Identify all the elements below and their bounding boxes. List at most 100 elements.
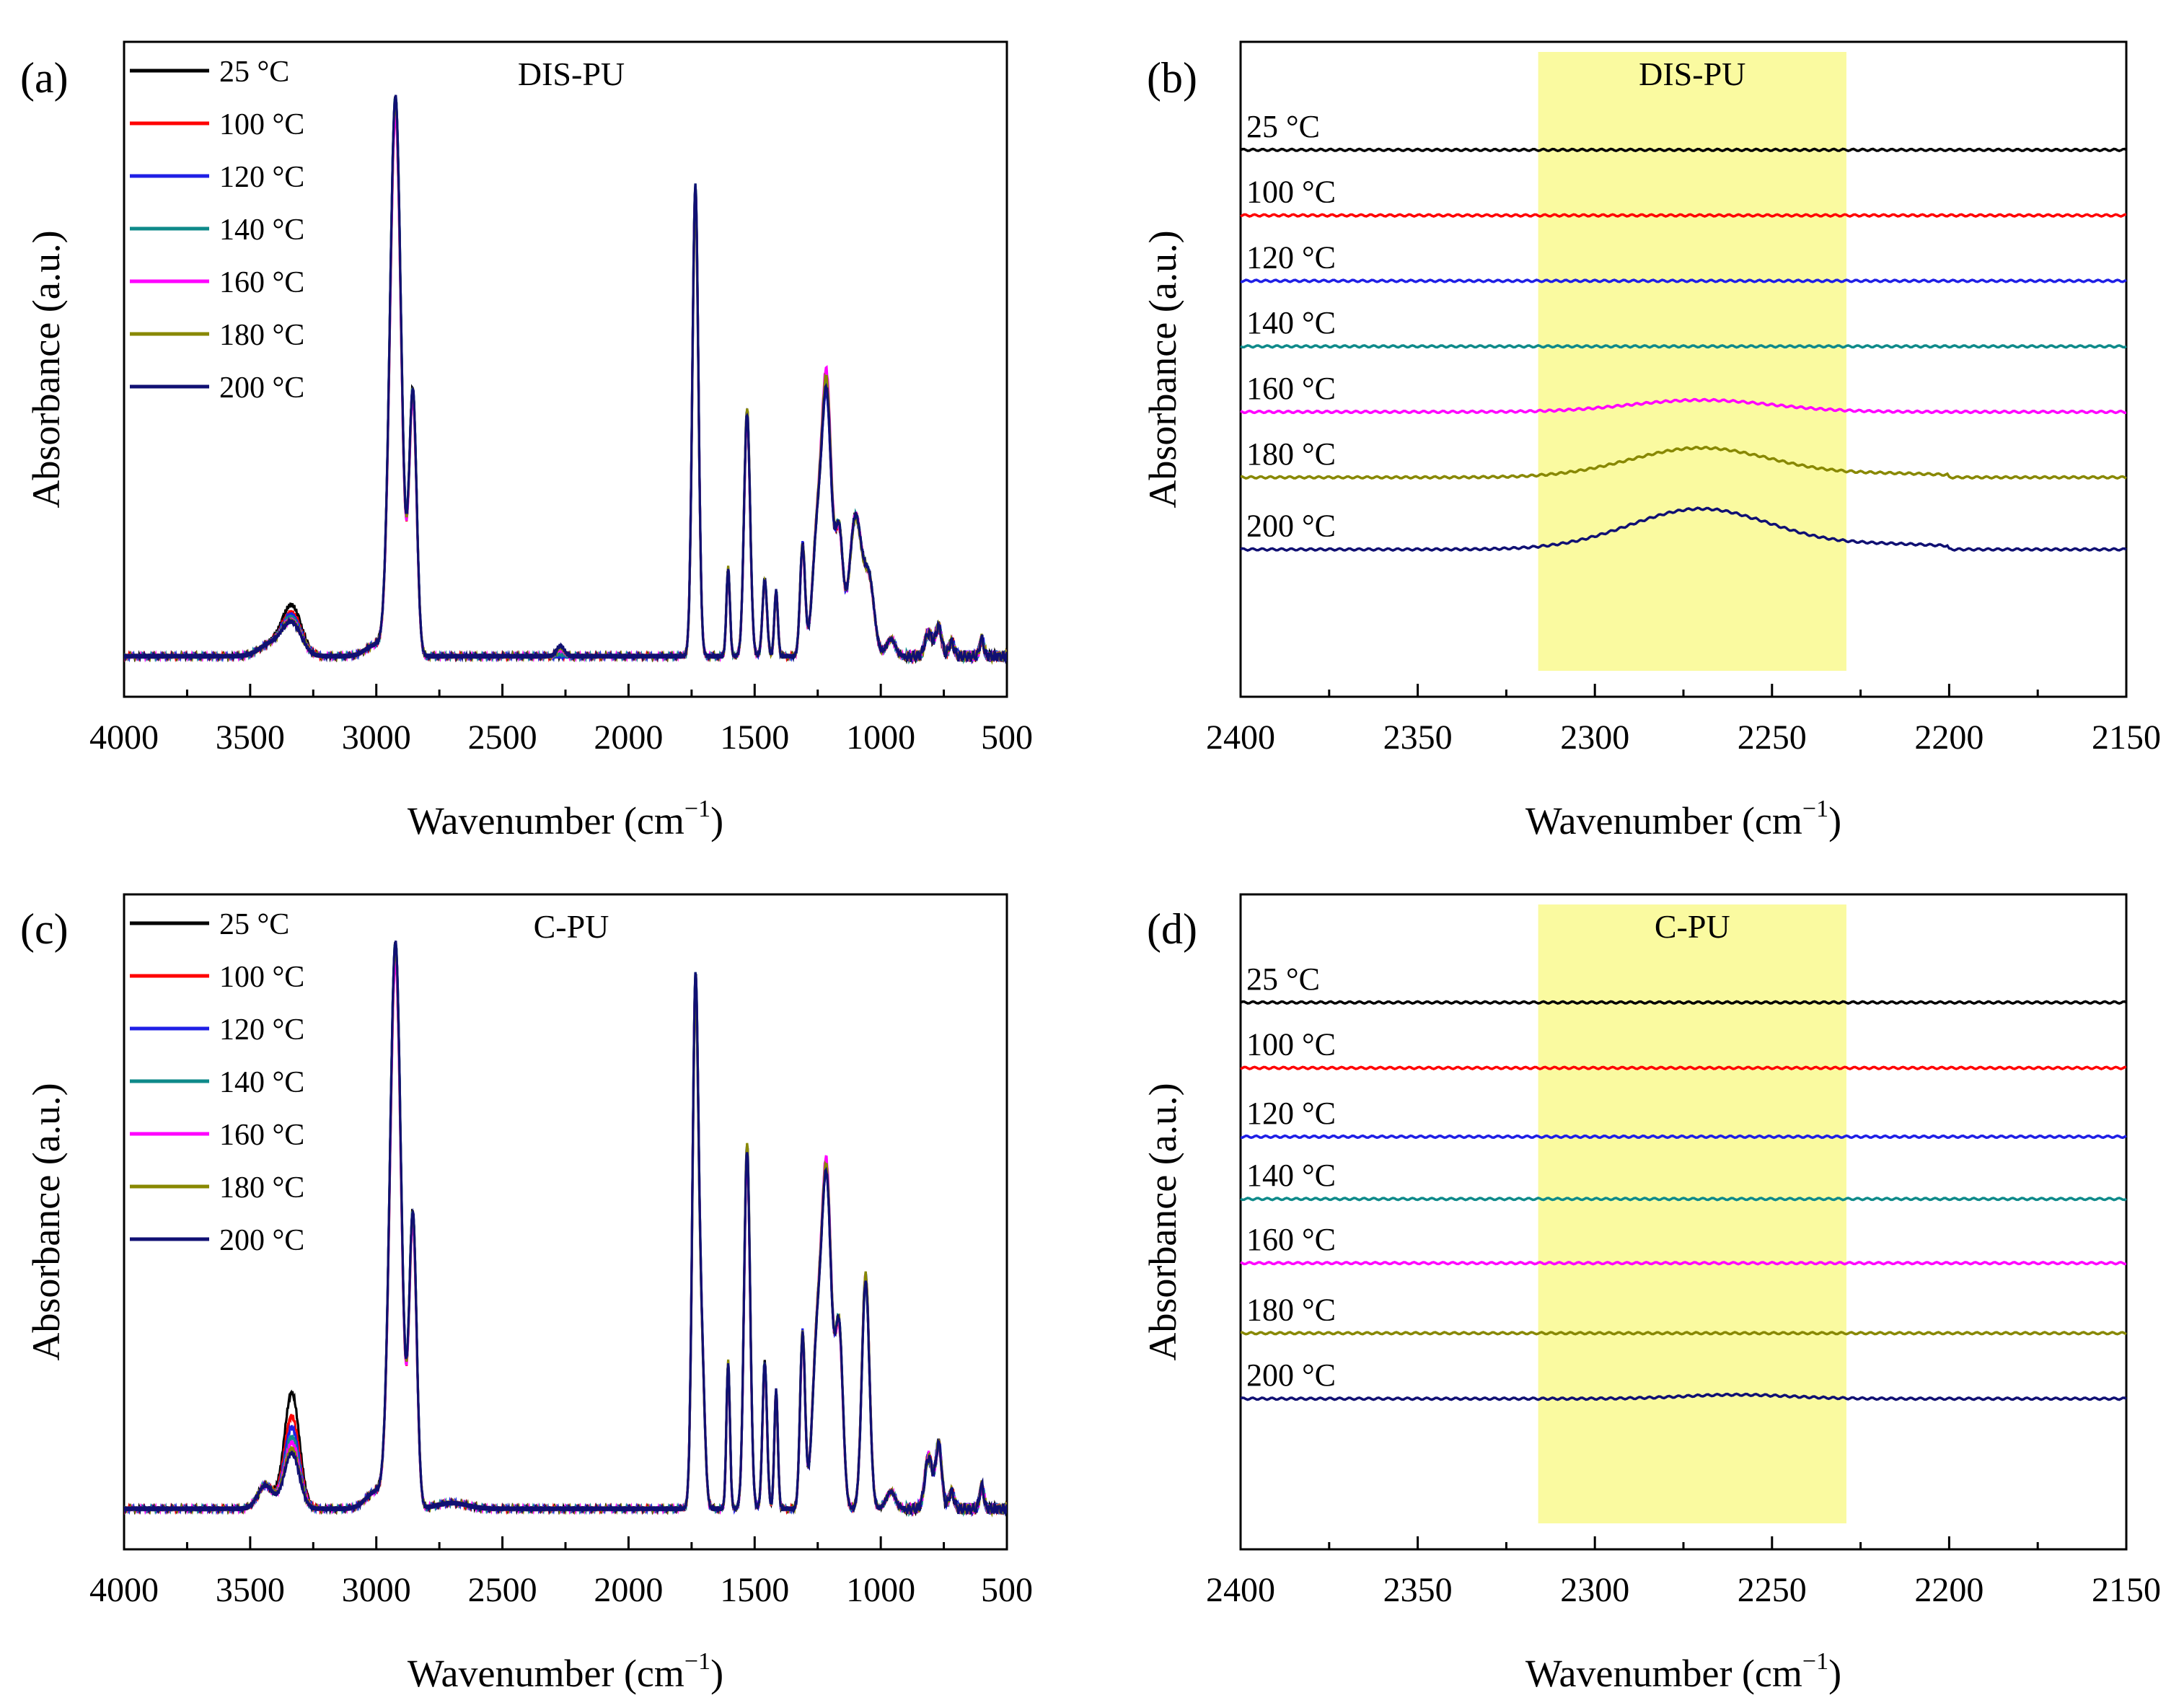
legend-label: 200 °C: [219, 1224, 304, 1257]
legend-label: 160 °C: [219, 1119, 304, 1152]
legend-label: 120 °C: [219, 1013, 304, 1047]
series-label-100c: 100 °C: [1246, 175, 1336, 210]
x-tick-label: 2000: [594, 718, 663, 757]
x-tick-label: 2400: [1206, 1571, 1275, 1609]
legend: 25 °C 100 °C 120 °C 140 °C 160 °C 180 °C 200 °…: [130, 56, 304, 405]
x-tick-label: 4000: [89, 1571, 159, 1609]
x-tick-label: 2000: [594, 1571, 663, 1609]
series-label-120c: 120 °C: [1246, 239, 1336, 275]
x-tick-label: 2500: [468, 1571, 537, 1609]
x-axis-title-close: ): [1828, 1652, 1841, 1695]
panel-label: (a): [20, 54, 69, 102]
highlight-band: [1538, 904, 1846, 1523]
series-label-25c: 25 °C: [1246, 961, 1320, 997]
panel-c: 4000 3500 3000 2500 2000 1500 1000 500 (c) Wavenu…: [20, 893, 1033, 1695]
legend-label: 140 °C: [219, 1066, 304, 1099]
series-line-140c: [1240, 344, 2127, 349]
highlight-band: [1538, 52, 1846, 671]
x-axis-title-text: Wavenumber (cm: [408, 799, 684, 842]
x-axis-title-text: Wavenumber (cm: [1525, 799, 1802, 842]
x-axis-title-sup: −1: [684, 796, 710, 822]
series-line-180c: [1240, 1331, 2127, 1336]
x-tick-label: 3000: [342, 718, 411, 757]
series-line-140c: [1240, 1197, 2127, 1202]
sample-title: C-PU: [1655, 908, 1730, 945]
x-axis-title: Wavenumber (cm−1): [1525, 796, 1841, 842]
x-tick-label: 1500: [720, 1571, 789, 1609]
series-label-200c: 200 °C: [1246, 1357, 1336, 1393]
x-tick-label: 2150: [2092, 718, 2161, 757]
series-group: [124, 940, 1007, 1518]
y-axis-title: Absorbance (a.u.): [1141, 1083, 1184, 1360]
x-tick-label: 2400: [1206, 718, 1275, 757]
panel-d: 2400 2350 2300 2250 2200 2150 (d) Wavenumber (c…: [1141, 893, 2161, 1695]
series-label-180c: 180 °C: [1246, 1292, 1336, 1327]
legend-label: 180 °C: [219, 319, 304, 352]
sample-title: DIS-PU: [518, 56, 625, 92]
series-line-25c: [1240, 1000, 2127, 1005]
series-label-100c: 100 °C: [1246, 1027, 1336, 1062]
x-axis-title: Wavenumber (cm−1): [408, 1648, 723, 1695]
x-axis-title: Wavenumber (cm−1): [1525, 1648, 1841, 1695]
series-line-200c: [124, 94, 1007, 664]
legend-label: 200 °C: [219, 371, 304, 405]
x-tick-label: 500: [981, 1571, 1033, 1609]
series-label-180c: 180 °C: [1246, 436, 1336, 472]
x-tick-label: 3000: [342, 1571, 411, 1609]
series-line-100c: [1240, 1065, 2127, 1070]
legend-label: 180 °C: [219, 1171, 304, 1205]
x-axis-title-text: Wavenumber (cm: [408, 1652, 684, 1695]
x-tick-label: 2200: [1914, 718, 1983, 757]
x-axis-title-sup: −1: [684, 1648, 710, 1675]
panel-label: (b): [1147, 54, 1197, 102]
series-label-120c: 120 °C: [1246, 1096, 1336, 1131]
series-label-200c: 200 °C: [1246, 509, 1336, 544]
legend-label: 140 °C: [219, 214, 304, 247]
x-axis-title-text: Wavenumber (cm: [1525, 1652, 1802, 1695]
x-axis-title-sup: −1: [1802, 796, 1828, 822]
x-tick-label: 2350: [1383, 718, 1453, 757]
sample-title: DIS-PU: [1639, 56, 1745, 92]
x-tick-label: 2300: [1560, 718, 1629, 757]
legend-label: 120 °C: [219, 161, 304, 194]
series-line-25c: [1240, 147, 2127, 153]
y-axis-title: Absorbance (a.u.): [25, 1083, 68, 1360]
panel-a: 4000 3500 3000 2500 2000 1500 1000 500 (a) Wavenu…: [20, 40, 1033, 842]
series-group: [124, 94, 1007, 665]
series-line-160c: [1240, 397, 2126, 415]
x-axis-title-close: ): [710, 799, 723, 842]
series-label-160c: 160 °C: [1246, 371, 1336, 406]
sample-title: C-PU: [534, 908, 609, 945]
legend-label: 160 °C: [219, 266, 304, 299]
x-tick-label: 2250: [1738, 718, 1807, 757]
x-tick-label: 4000: [89, 718, 159, 757]
x-tick-label: 2300: [1560, 1571, 1629, 1609]
series-line-160c: [1240, 1260, 2127, 1266]
x-tick-label: 2250: [1738, 1571, 1807, 1609]
x-axis-title-sup: −1: [1802, 1648, 1828, 1675]
series-line-180c: [1240, 445, 2127, 480]
x-tick-label: 3500: [216, 718, 285, 757]
x-tick-label: 1500: [720, 718, 789, 757]
series-label-160c: 160 °C: [1246, 1222, 1336, 1257]
series-line-200c: [1240, 1392, 2127, 1401]
x-axis-title-close: ): [710, 1652, 723, 1695]
x-tick-label: 3500: [216, 1571, 285, 1609]
x-axis-title-close: ): [1828, 799, 1841, 842]
series-line-100c: [1240, 213, 2127, 218]
x-tick-label: 1000: [846, 718, 915, 757]
series-line-120c: [1240, 1134, 2127, 1140]
legend: 25 °C 100 °C 120 °C 140 °C 160 °C 180 °C 200 °…: [130, 908, 304, 1257]
legend-label: 100 °C: [219, 961, 304, 994]
series-line-120c: [1240, 278, 2127, 283]
x-tick-label: 2150: [2092, 1571, 2161, 1609]
panel-b: 2400 2350 2300 2250 2200 2150 (b) Wavenumber (c…: [1141, 40, 2161, 842]
legend-label: 25 °C: [219, 908, 289, 941]
x-axis-title: Wavenumber (cm−1): [408, 796, 723, 842]
series-label-140c: 140 °C: [1246, 305, 1336, 340]
legend-label: 25 °C: [219, 56, 289, 89]
legend-label: 100 °C: [219, 108, 304, 141]
y-axis-title: Absorbance (a.u.): [1141, 230, 1184, 508]
panel-label: (d): [1147, 905, 1197, 953]
